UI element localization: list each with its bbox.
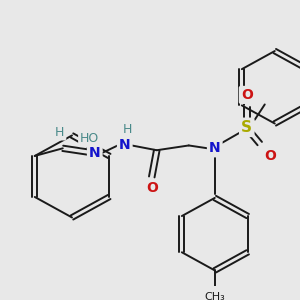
Text: HO: HO: [80, 132, 99, 145]
Text: N: N: [119, 139, 130, 152]
Text: S: S: [241, 120, 252, 135]
Text: O: O: [146, 182, 158, 195]
Text: H: H: [55, 126, 64, 139]
Text: H: H: [123, 123, 132, 136]
Text: O: O: [264, 149, 276, 163]
Text: O: O: [241, 88, 253, 102]
Text: N: N: [89, 146, 100, 160]
Text: CH₃: CH₃: [204, 292, 225, 300]
Text: N: N: [209, 141, 220, 155]
